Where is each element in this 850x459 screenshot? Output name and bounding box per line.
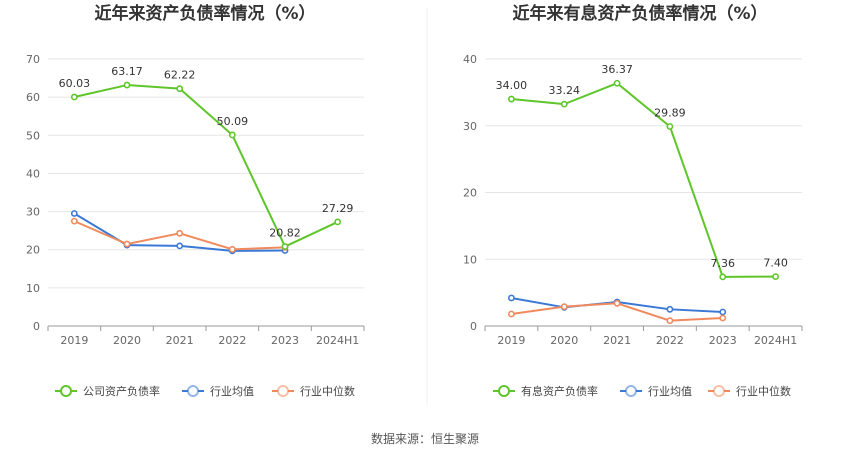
legend-swatch-marker	[625, 385, 637, 397]
series-line	[74, 84, 339, 248]
x-tick-label: 2021	[603, 334, 631, 347]
data-point	[508, 294, 515, 302]
data-point	[228, 245, 236, 253]
legend-swatch-marker	[498, 385, 510, 397]
data-point	[560, 303, 568, 311]
y-tick-label: 10	[26, 282, 40, 295]
data-point	[560, 100, 568, 108]
y-tick-label: 0	[33, 320, 40, 333]
data-point	[666, 317, 674, 325]
data-point	[176, 85, 184, 93]
data-point	[719, 273, 727, 281]
legend-swatch-marker	[713, 385, 725, 397]
legend-swatch-marker	[187, 385, 199, 397]
data-point	[228, 131, 236, 139]
x-tick-label: 2022	[656, 334, 684, 347]
y-tick-label: 40	[463, 53, 477, 66]
legend-entry: 公司资产负债率	[83, 384, 160, 398]
legend-entry: 行业中位数	[300, 384, 355, 398]
data-point	[281, 243, 289, 250]
data-point	[70, 217, 78, 225]
data-source: 数据来源：恒生聚源	[371, 431, 479, 446]
legend-entry: 行业中位数	[736, 384, 791, 398]
data-label: 63.17	[111, 65, 143, 78]
legend-entry: 行业均值	[648, 385, 692, 398]
data-point	[719, 314, 727, 322]
legend-entry: 有息资产负债率	[521, 384, 598, 398]
data-label: 33.24	[549, 84, 581, 97]
data-label: 7.40	[763, 257, 788, 270]
data-point	[613, 299, 621, 307]
data-point	[123, 81, 131, 89]
chart-title: 近年来资产负债率情况（%）	[94, 3, 315, 24]
data-point	[508, 310, 515, 318]
data-label: 62.22	[164, 69, 196, 82]
data-label: 7.36	[711, 257, 736, 270]
y-tick-label: 30	[463, 120, 477, 133]
x-tick-label: 2024H1	[316, 334, 359, 347]
data-point	[719, 308, 727, 316]
data-point	[70, 93, 78, 101]
data-point	[772, 273, 779, 281]
y-tick-label: 20	[463, 187, 477, 200]
legend-swatch-marker	[277, 385, 289, 397]
data-point	[666, 305, 674, 313]
data-point	[334, 218, 342, 226]
data-label: 36.37	[601, 63, 633, 76]
x-tick-label: 2024H1	[754, 334, 797, 347]
data-point	[176, 229, 184, 237]
x-tick-label: 2020	[550, 334, 578, 347]
data-point	[666, 123, 674, 130]
data-point	[70, 210, 78, 217]
x-tick-label: 2022	[218, 334, 246, 347]
series-line	[511, 82, 776, 278]
data-label: 27.29	[322, 202, 354, 215]
data-point	[508, 95, 515, 103]
y-tick-label: 0	[470, 320, 477, 333]
y-tick-label: 50	[26, 129, 40, 142]
y-tick-label: 40	[26, 167, 40, 180]
x-tick-label: 2019	[60, 334, 88, 347]
y-tick-label: 70	[26, 53, 40, 66]
data-label: 20.82	[269, 227, 301, 240]
x-tick-label: 2020	[113, 334, 141, 347]
y-tick-label: 20	[26, 244, 40, 257]
chart-title: 近年来有息资产负债率情况（%）	[512, 3, 767, 24]
data-label: 50.09	[217, 115, 249, 128]
data-point	[613, 79, 621, 87]
x-tick-label: 2021	[166, 334, 194, 347]
data-point	[123, 240, 131, 248]
x-tick-label: 2019	[497, 334, 525, 347]
y-tick-label: 30	[26, 206, 40, 219]
x-tick-label: 2023	[271, 334, 299, 347]
legend-swatch-marker	[60, 385, 72, 397]
y-tick-label: 10	[463, 253, 477, 266]
data-label: 34.00	[496, 79, 528, 92]
data-label: 60.03	[59, 77, 91, 90]
asset-liability-ratio-chart: 近年来资产负债率情况（%） 0 10 20 30 40 50 60 70 2019 2020 2021…	[26, 3, 365, 398]
y-tick-label: 60	[26, 91, 40, 104]
legend-entry: 行业均值	[210, 385, 254, 398]
data-point	[176, 242, 184, 250]
interest-bearing-liability-ratio-chart: 近年来有息资产负债率情况（%） 0 10 20 30 40 2019 2020 2021 2022…	[463, 3, 803, 398]
x-tick-label: 2023	[709, 334, 737, 347]
data-label: 29.89	[654, 106, 686, 119]
